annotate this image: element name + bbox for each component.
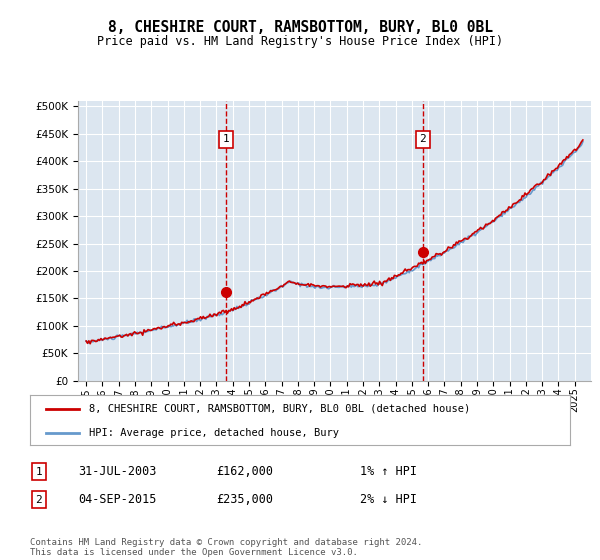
Text: 8, CHESHIRE COURT, RAMSBOTTOM, BURY, BL0 0BL: 8, CHESHIRE COURT, RAMSBOTTOM, BURY, BL0… (107, 20, 493, 35)
Text: 1: 1 (223, 134, 229, 144)
Text: £162,000: £162,000 (216, 465, 273, 478)
Text: HPI: Average price, detached house, Bury: HPI: Average price, detached house, Bury (89, 428, 340, 437)
Text: 31-JUL-2003: 31-JUL-2003 (78, 465, 157, 478)
Text: 1% ↑ HPI: 1% ↑ HPI (360, 465, 417, 478)
Text: 2: 2 (419, 134, 427, 144)
Text: 2: 2 (35, 494, 43, 505)
Text: 1: 1 (35, 466, 43, 477)
Text: £235,000: £235,000 (216, 493, 273, 506)
Text: 2% ↓ HPI: 2% ↓ HPI (360, 493, 417, 506)
Text: Contains HM Land Registry data © Crown copyright and database right 2024.
This d: Contains HM Land Registry data © Crown c… (30, 538, 422, 557)
Text: 04-SEP-2015: 04-SEP-2015 (78, 493, 157, 506)
Text: 8, CHESHIRE COURT, RAMSBOTTOM, BURY, BL0 0BL (detached house): 8, CHESHIRE COURT, RAMSBOTTOM, BURY, BL0… (89, 404, 470, 414)
Text: Price paid vs. HM Land Registry's House Price Index (HPI): Price paid vs. HM Land Registry's House … (97, 35, 503, 48)
